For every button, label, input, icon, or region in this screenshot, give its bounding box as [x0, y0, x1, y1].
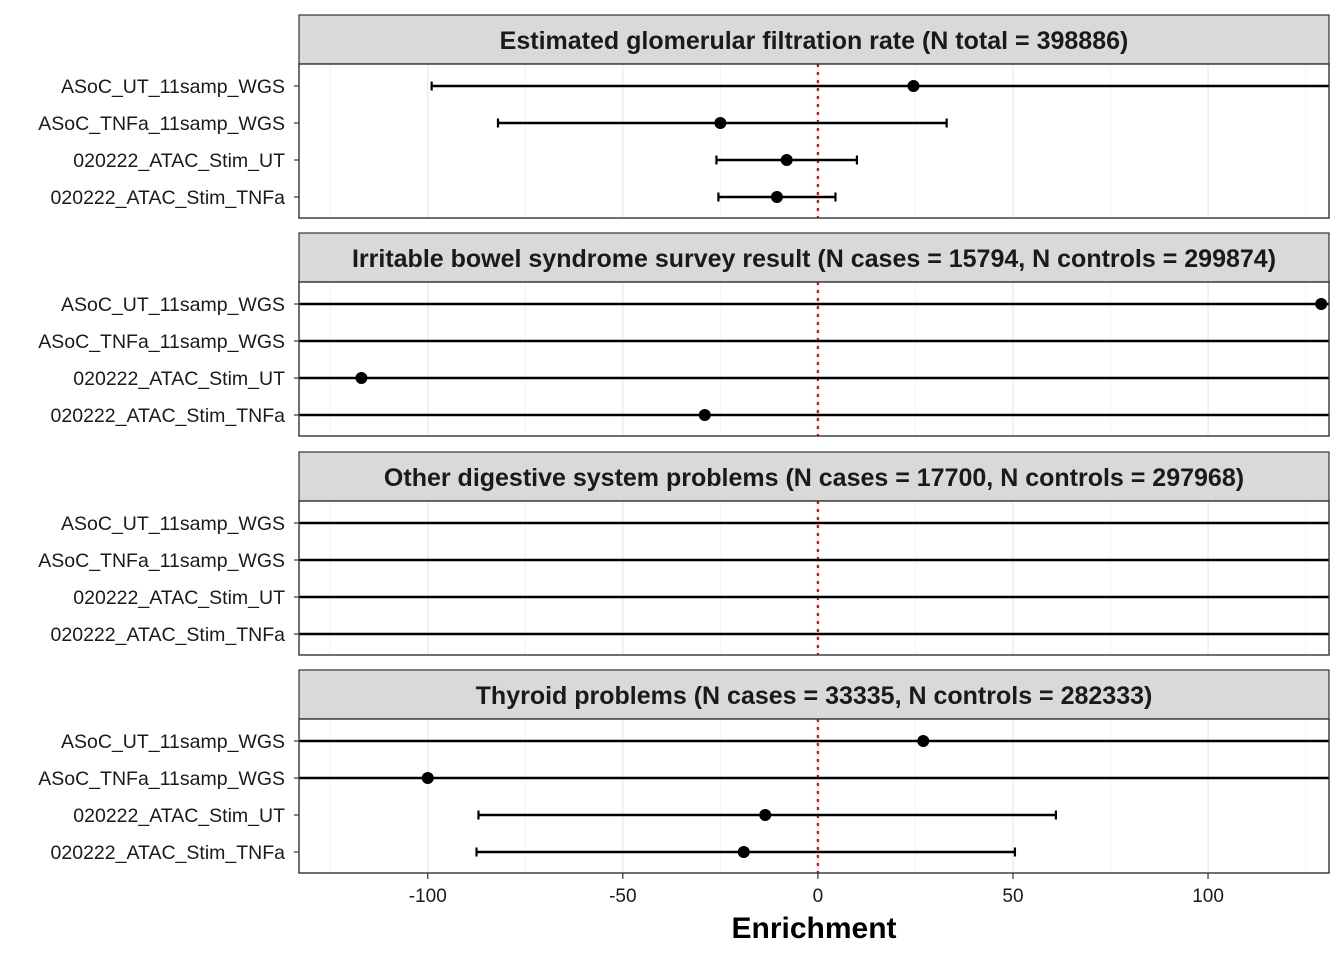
row-label: 020222_ATAC_Stim_TNFa	[51, 405, 286, 427]
panels-layer: Estimated glomerular filtration rate (N …	[38, 14, 1330, 874]
point-estimate	[1315, 298, 1328, 310]
point-estimate	[421, 772, 434, 784]
point-estimate	[698, 409, 711, 421]
x-axis: -100 -50 0 50 100	[409, 873, 1224, 907]
row-label: ASoC_UT_11samp_WGS	[61, 294, 285, 316]
point-estimate	[714, 117, 727, 129]
facet-strip	[298, 451, 1330, 502]
x-tick-label: -50	[609, 886, 636, 907]
point-estimate	[907, 80, 920, 92]
facet-strip	[298, 232, 1330, 283]
panel-background	[299, 501, 1329, 655]
point-estimate	[780, 154, 793, 166]
facet-strip-title: Other digestive system problems (N cases…	[384, 464, 1244, 492]
facet-panel: Thyroid problems (N cases = 33335, N con…	[38, 669, 1330, 874]
point-estimate	[770, 191, 783, 203]
panel-background	[299, 282, 1329, 436]
row-label: ASoC_TNFa_11samp_WGS	[38, 331, 285, 353]
facet-strip-title: Thyroid problems (N cases = 33335, N con…	[476, 682, 1153, 710]
facet-strip-title: Irritable bowel syndrome survey result (…	[352, 245, 1276, 273]
panel-background	[299, 64, 1329, 218]
row-label: 020222_ATAC_Stim_UT	[73, 150, 285, 172]
x-axis-title: Enrichment	[731, 912, 896, 945]
panel-border	[298, 281, 1330, 437]
point-estimate	[759, 809, 772, 821]
facet-panel: Irritable bowel syndrome survey result (…	[38, 232, 1330, 437]
row-label: 020222_ATAC_Stim_UT	[73, 805, 285, 827]
point-estimate	[355, 372, 368, 384]
panel-border	[298, 500, 1330, 656]
row-label: ASoC_TNFa_11samp_WGS	[38, 113, 285, 135]
row-label: 020222_ATAC_Stim_UT	[73, 368, 285, 390]
x-tick-label: 100	[1192, 886, 1224, 907]
row-label: 020222_ATAC_Stim_TNFa	[51, 187, 286, 209]
row-label: ASoC_TNFa_11samp_WGS	[38, 550, 285, 572]
row-label: 020222_ATAC_Stim_TNFa	[51, 842, 286, 864]
panel-border	[298, 63, 1330, 219]
facet-panel: Other digestive system problems (N cases…	[38, 451, 1330, 656]
row-label: ASoC_UT_11samp_WGS	[61, 76, 285, 98]
row-label: ASoC_UT_11samp_WGS	[61, 731, 285, 753]
row-label: 020222_ATAC_Stim_TNFa	[51, 624, 286, 646]
panel-background	[299, 719, 1329, 873]
point-estimate	[917, 735, 930, 747]
x-tick-label: -100	[409, 886, 447, 907]
panel-border	[298, 718, 1330, 874]
row-label: ASoC_UT_11samp_WGS	[61, 513, 285, 535]
facet-panel: Estimated glomerular filtration rate (N …	[38, 14, 1330, 219]
point-estimate	[737, 846, 750, 858]
x-tick-label: 50	[1002, 886, 1023, 907]
facet-strip	[298, 14, 1330, 65]
x-tick-label: 0	[813, 886, 824, 907]
facet-strip	[298, 669, 1330, 720]
row-label: ASoC_TNFa_11samp_WGS	[38, 768, 285, 790]
facet-strip-title: Estimated glomerular filtration rate (N …	[500, 27, 1129, 55]
row-label: 020222_ATAC_Stim_UT	[73, 587, 285, 609]
